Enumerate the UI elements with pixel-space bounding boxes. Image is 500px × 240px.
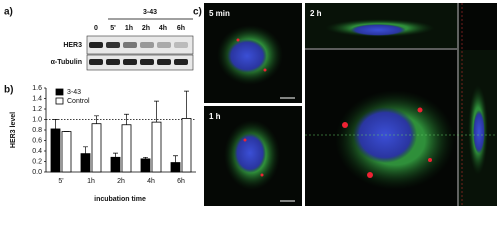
error-bar	[83, 146, 88, 154]
error-bar	[113, 152, 118, 158]
figure: a) 3-43 0 5' 1h 2h 4h 6h HER3 α-Tubulin …	[4, 3, 497, 206]
x-tick-label: 2h	[117, 178, 125, 185]
bar	[151, 121, 162, 173]
bar	[140, 158, 151, 173]
y-tick-label: 0.2	[32, 158, 42, 165]
x-tick-label: 1h	[87, 178, 95, 185]
legend-swatch	[55, 97, 64, 105]
x-tick-label: 6h	[177, 178, 185, 185]
y-axis-label: HER3 level	[10, 112, 17, 148]
image-label: 5 min	[209, 9, 230, 18]
legend-swatch	[55, 88, 64, 96]
error-bar	[53, 119, 58, 129]
y-tick-label: 1.6	[32, 85, 42, 92]
panel-label: c)	[193, 7, 202, 18]
y-tick-label: 0.4	[32, 148, 42, 155]
panel-label: b)	[4, 85, 13, 96]
error-bar	[124, 113, 129, 125]
image-label: 2 h	[310, 9, 322, 18]
lane-label: 4h	[159, 25, 167, 32]
lane-label: 1h	[125, 25, 133, 32]
y-tick-label: 0.6	[32, 137, 42, 144]
bar	[50, 128, 61, 173]
error-bar	[154, 100, 159, 123]
image-label: 1 h	[209, 112, 221, 121]
legend-label: Control	[67, 98, 90, 105]
bar	[121, 124, 132, 173]
lane-label: 5'	[110, 25, 116, 32]
bar	[110, 156, 121, 173]
y-tick-label: 1.0	[32, 116, 42, 123]
treatment-label: 3-43	[143, 9, 157, 16]
bar-chart: 0.0 0.2 0.4 0.6 0.8 1.0 1.2 1.4 1.6 5' 1h 2h 4h 6h 3-4…	[32, 85, 196, 185]
legend-label: 3-43	[67, 89, 81, 96]
bar	[61, 131, 72, 173]
micrographs	[204, 3, 497, 206]
bar	[181, 118, 192, 173]
error-bar	[173, 155, 178, 163]
row-label: HER3	[63, 42, 82, 49]
x-axis-label: incubation time	[94, 196, 146, 203]
bar	[91, 123, 102, 173]
y-tick-label: 1.4	[32, 95, 42, 102]
error-bar	[94, 115, 99, 124]
lane-label: 2h	[142, 25, 150, 32]
x-tick-label: 5'	[58, 178, 63, 185]
row-label: α-Tubulin	[51, 59, 82, 66]
lane-label: 0	[94, 25, 98, 32]
panel-label: a)	[4, 7, 13, 18]
y-tick-label: 0.0	[32, 169, 42, 176]
y-tick-label: 1.2	[32, 106, 42, 113]
error-bar	[143, 156, 148, 159]
error-bar	[184, 90, 189, 119]
y-tick-label: 0.8	[32, 127, 42, 134]
blot	[86, 35, 194, 71]
x-tick-label: 4h	[147, 178, 155, 185]
bar	[170, 162, 181, 173]
lane-label: 6h	[177, 25, 185, 32]
bar	[80, 153, 91, 173]
